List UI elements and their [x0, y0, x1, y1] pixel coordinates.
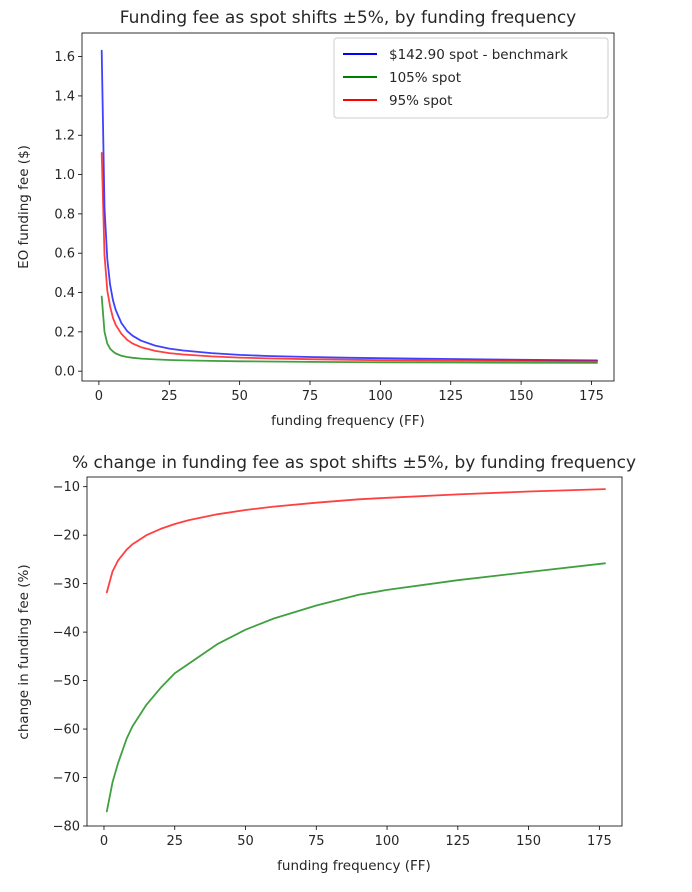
y-axis-label: change in funding fee (%) [16, 564, 32, 739]
x-tick-label: 25 [161, 389, 178, 404]
y-tick-label: −30 [53, 577, 80, 592]
x-axis-label: funding frequency (FF) [277, 858, 431, 874]
plot-frame [81, 32, 615, 382]
y-tick-label: 1.4 [54, 89, 75, 104]
y-tick-label: 1.2 [54, 129, 75, 144]
x-tick-label: 50 [237, 834, 254, 849]
x-tick-label: 175 [579, 389, 604, 404]
y-tick-label: 0.4 [54, 286, 75, 301]
x-tick-label: 150 [516, 834, 541, 849]
y-tick-label: −10 [53, 480, 80, 495]
series-line-0 [105, 488, 606, 594]
chart-title: Funding fee as spot shifts ±5%, by fundi… [120, 8, 577, 28]
legend-label-105: 105% spot [389, 70, 461, 86]
x-tick-label: 175 [587, 834, 612, 849]
y-axis-label: EO funding fee ($) [16, 145, 32, 269]
x-tick-label: 75 [302, 389, 319, 404]
x-tick-label: 0 [100, 834, 108, 849]
y-tick-label: −40 [53, 626, 80, 641]
chart-title: % change in funding fee as spot shifts ±… [72, 453, 636, 473]
y-tick-label: 0.8 [54, 207, 75, 222]
series-line-0 [100, 49, 598, 362]
series-line-1 [105, 562, 606, 813]
legend-frame [333, 37, 609, 119]
legend-label-95: 95% spot [389, 93, 452, 109]
chart-percent-change: % change in funding fee as spot shifts ±… [16, 453, 636, 874]
y-tick-label: −50 [53, 674, 80, 689]
x-tick-label: 100 [375, 834, 400, 849]
y-tick-label: −70 [53, 771, 80, 786]
y-tick-label: 0.0 [54, 365, 75, 380]
series-line-1 [100, 295, 598, 364]
x-axis-label: funding frequency (FF) [271, 413, 425, 429]
plot-frame [86, 476, 623, 827]
y-tick-label: 1.0 [54, 168, 75, 183]
legend-label-benchmark: $142.90 spot - benchmark [389, 47, 568, 63]
y-tick-label: −80 [53, 820, 80, 835]
y-tick-label: 0.6 [54, 247, 75, 262]
x-tick-label: 150 [509, 389, 534, 404]
x-tick-label: 125 [438, 389, 463, 404]
y-tick-label: 0.2 [54, 325, 75, 340]
x-tick-label: 25 [166, 834, 183, 849]
chart-funding-fee: Funding fee as spot shifts ±5%, by fundi… [16, 8, 615, 429]
y-tick-label: −60 [53, 723, 80, 738]
x-tick-label: 125 [445, 834, 470, 849]
y-tick-label: −20 [53, 529, 80, 544]
legend: $142.90 spot - benchmark 105% spot 95% s… [333, 37, 609, 119]
y-tick-label: 1.6 [54, 50, 75, 65]
x-tick-label: 75 [308, 834, 325, 849]
x-tick-label: 100 [368, 389, 393, 404]
series-line-2 [100, 151, 598, 363]
x-tick-label: 0 [95, 389, 103, 404]
x-tick-label: 50 [231, 389, 248, 404]
